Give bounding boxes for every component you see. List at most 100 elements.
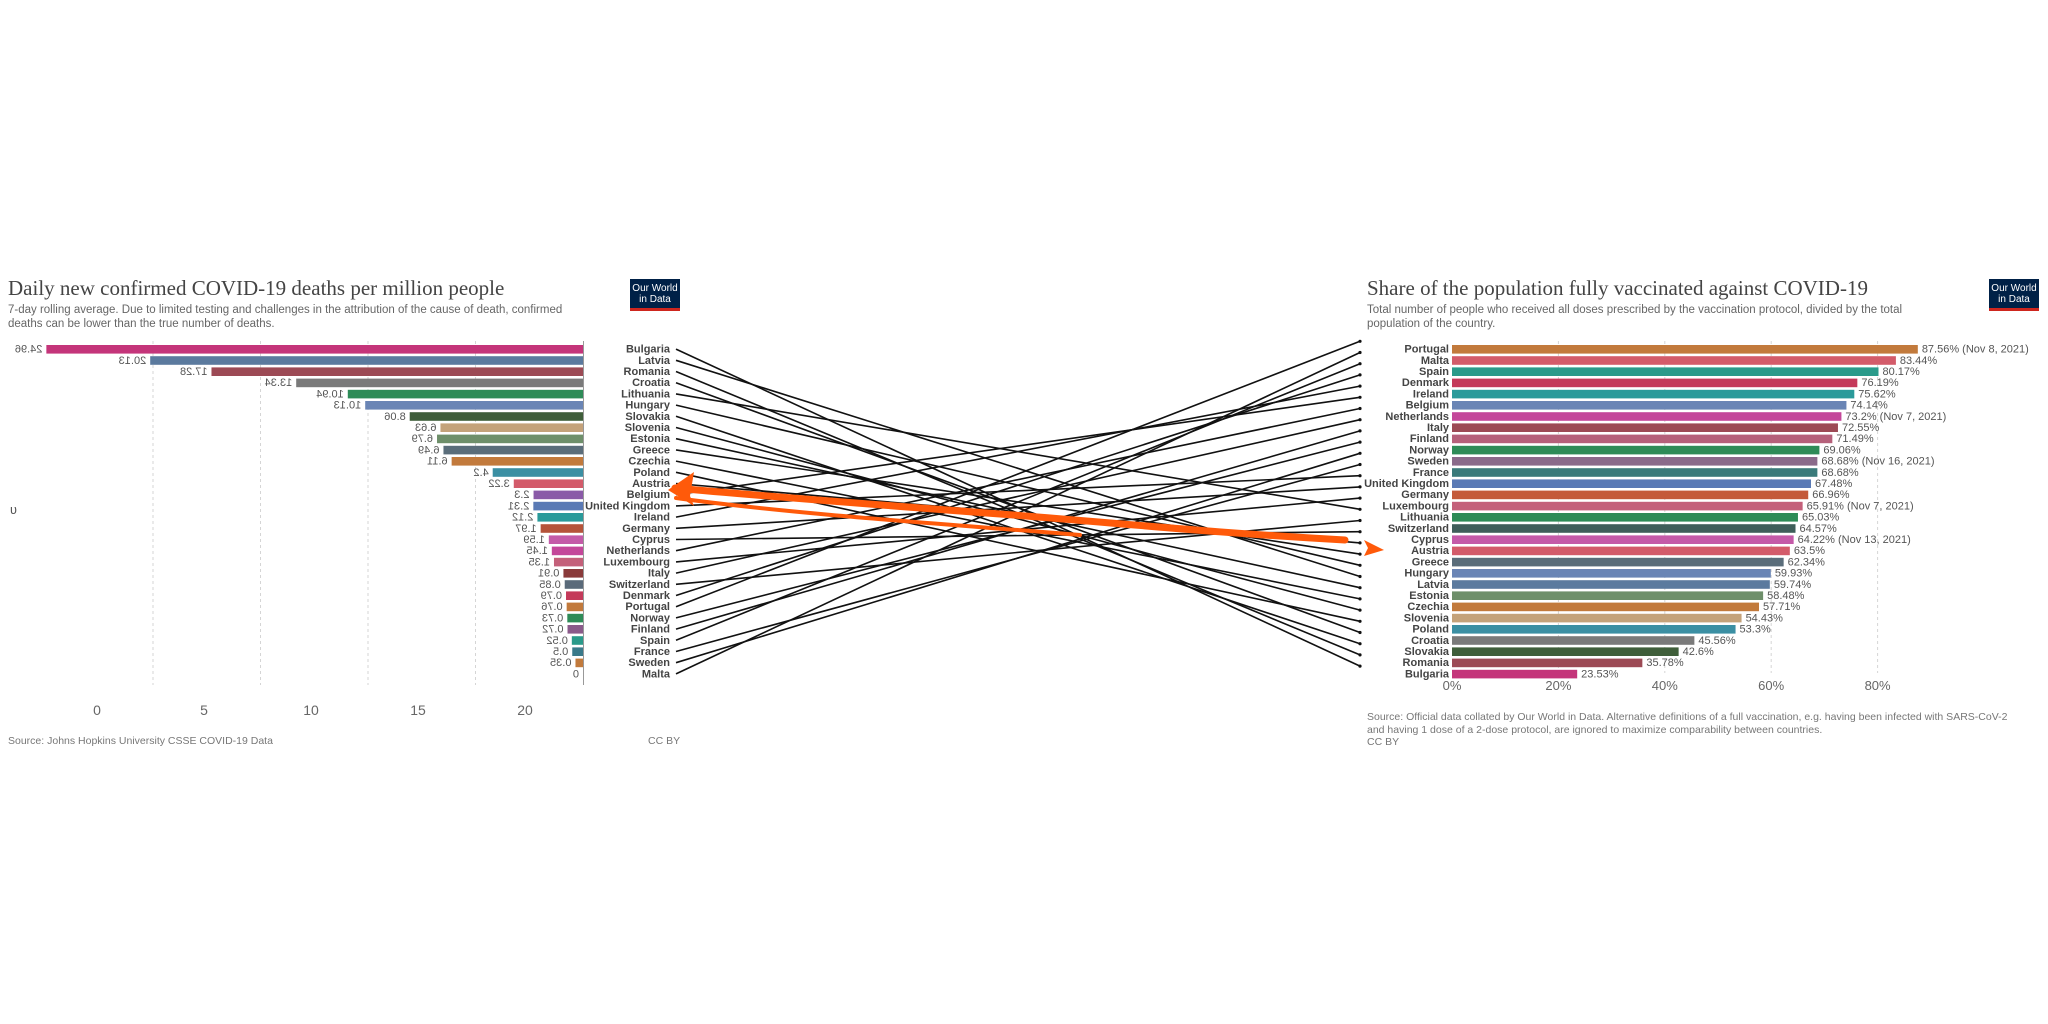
right-bar-croatia [1452,636,1695,645]
middle-label-finland: Finland [631,624,670,636]
right-value-label-malta: 83.44% [1900,355,1938,367]
left-value-label-norway: 0.73 [542,612,563,624]
connector-dot-belgium [1358,395,1362,399]
connector-dot-croatia [1358,630,1362,635]
left-bar-switzerland [564,580,583,589]
left-value-label-greece: 6.49 [418,444,439,456]
left-value-label-estonia: 6.79 [412,433,433,445]
connector-line-sweden [675,452,1361,664]
right-label-poland: Poland [1412,624,1449,636]
right-value-label-greece: 62.34% [1788,556,1826,568]
middle-label-croatia: Croatia [632,377,671,389]
connector-dot-malta [1358,350,1362,355]
right-label-finland: Finland [1410,433,1449,445]
right-x-tick-label: 60% [1758,678,1784,693]
left-chart-subtitle: 7-day rolling average. Due to limited te… [8,304,563,330]
logo-text-line1: Our World [1991,283,2037,294]
right-label-portugal: Portugal [1404,344,1449,356]
right-value-label-sweden: 68.68% (Nov 16, 2021) [1821,456,1934,468]
connector-dot-spain [1358,362,1362,366]
right-label-greece: Greece [1412,556,1449,568]
left-bar-lithuania [347,389,583,399]
right-bar-germany [1452,490,1809,500]
right-value-label-cyprus: 64.22% (Nov 13, 2021) [1798,534,1911,546]
right-value-label-ireland: 75.62% [1858,388,1896,400]
right-value-label-latvia: 59.74% [1774,579,1812,591]
right-bar-hungary [1452,569,1771,578]
right-label-slovenia: Slovenia [1404,612,1450,624]
connector-dot-luxembourg [1358,496,1362,500]
left-bar-denmark [566,591,583,600]
left-bar-hungary [365,401,583,410]
middle-label-poland: Poland [633,467,670,479]
right-value-label-switzerland: 64.57% [1800,523,1838,535]
right-bar-malta [1452,356,1896,365]
connector-dot-cyprus [1358,530,1362,534]
left-value-label-malta: 0 [573,668,579,680]
connector-line-italy [675,418,1361,574]
left-value-label-france: 0.5 [553,646,568,658]
middle-label-latvia: Latvia [638,355,671,367]
right-bar-ireland [1452,389,1855,399]
left-bar-croatia [296,378,583,388]
right-label-netherlands: Netherlands [1385,411,1449,423]
left-x-tick-label: 10 [303,702,319,718]
connector-line-latvia [675,359,1361,578]
left-value-label-sweden: 0.35 [550,657,571,669]
right-value-label-austria: 63.5% [1794,545,1825,557]
right-label-sweden: Sweden [1407,456,1449,468]
right-value-label-croatia: 45.56% [1698,635,1736,647]
middle-label-belgium: Belgium [627,489,671,501]
connector-line-portugal [675,340,1361,608]
left-bar-austria [513,479,583,488]
left-x-tick-label: 0 [93,702,101,718]
left-bar-united-kingdom [533,501,583,511]
connector-dot-france [1358,462,1362,467]
middle-label-lithuania: Lithuania [621,388,671,400]
right-bar-czechia [1452,602,1760,612]
right-bar-lithuania [1452,513,1798,522]
arrow-head-left [668,472,694,506]
right-bar-latvia [1452,580,1770,589]
middle-label-united-kingdom: United Kingdom [585,500,670,512]
left-value-label-italy: 0.91 [538,568,559,580]
arrow-head-right [1364,540,1384,556]
connector-line-spain [675,362,1361,642]
left-bar-netherlands [551,546,583,556]
right-value-label-finland: 71.49% [1836,433,1874,445]
middle-label-germany: Germany [622,523,671,535]
right-country-labels: PortugalMaltaSpainDenmarkIrelandBelgiumN… [1364,344,1450,681]
connector-dot-hungary [1358,563,1362,567]
connector-dot-united-kingdom [1358,474,1362,478]
middle-label-switzerland: Switzerland [609,579,670,591]
right-label-malta: Malta [1421,355,1450,367]
right-bar-norway [1452,445,1820,455]
left-bar-norway [567,613,583,623]
right-bar-luxembourg [1452,501,1803,511]
right-label-croatia: Croatia [1411,635,1450,647]
left-bar-france [572,647,583,656]
connector-dot-italy [1358,418,1362,422]
left-bar-bulgaria [46,345,584,354]
right-chart-subtitle: Total number of people who received all … [1367,304,1903,330]
left-bar-finland [567,625,583,634]
connector-lines [675,339,1362,675]
arrow-stroke-secondary [674,496,1082,537]
right-bar-slovenia [1452,613,1742,623]
middle-label-hungary: Hungary [625,400,671,412]
connector-line-netherlands [675,407,1361,552]
left-value-label-czechia: 6.11 [427,456,448,468]
right-value-label-netherlands: 73.2% (Nov 7, 2021) [1845,411,1946,423]
right-label-cyprus: Cyprus [1411,534,1449,546]
left-value-label-germany: 1.97 [515,523,536,535]
left-bar-latvia [150,356,583,365]
right-label-austria: Austria [1411,545,1450,557]
left-value-label-bulgaria: 24.96 [15,344,43,356]
right-label-spain: Spain [1419,366,1449,378]
right-label-france: France [1413,467,1449,479]
right-value-label-italy: 72.55% [1842,422,1880,434]
left-bar-ireland [537,513,583,522]
right-bar-spain [1452,367,1879,376]
connector-line-denmark [675,374,1361,597]
